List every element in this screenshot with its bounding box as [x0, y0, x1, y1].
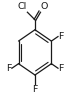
Text: O: O [40, 2, 48, 11]
Text: F: F [58, 32, 64, 41]
Text: F: F [6, 64, 12, 73]
Text: F: F [32, 85, 38, 93]
Text: F: F [58, 64, 64, 73]
Text: Cl: Cl [17, 2, 26, 11]
